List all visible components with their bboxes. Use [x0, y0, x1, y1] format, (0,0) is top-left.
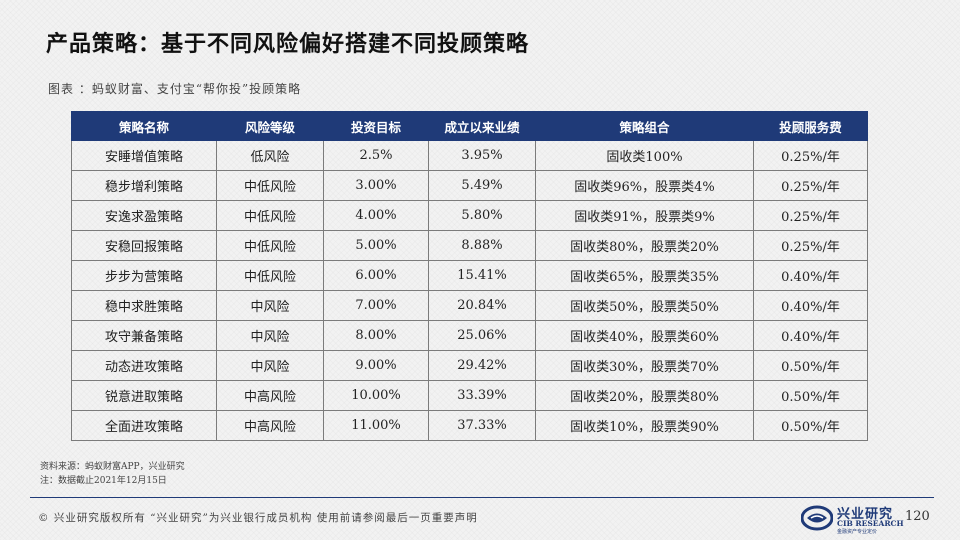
cell-performance: 3.95% — [428, 140, 536, 171]
header-fee: 投顾服务费 — [753, 111, 868, 141]
cell-fee: 0.25%/年 — [753, 230, 868, 261]
cell-strategy-name: 稳中求胜策略 — [71, 290, 217, 321]
table-header-row: 策略名称 风险等级 投资目标 成立以来业绩 策略组合 投顾服务费 — [71, 111, 868, 141]
cell-strategy-name: 安逸求盈策略 — [71, 200, 217, 231]
cell-target-return: 5.00% — [323, 230, 429, 261]
cell-target-return: 6.00% — [323, 260, 429, 291]
header-target-return: 投资目标 — [323, 111, 429, 141]
figure-caption: 图表 ：蚂蚁财富、支付宝“帮你投”投顾策略 — [48, 82, 302, 96]
cell-fee: 0.40%/年 — [753, 260, 868, 291]
cell-strategy-name: 锐意进取策略 — [71, 380, 217, 411]
cell-fee: 0.40%/年 — [753, 290, 868, 321]
cell-fee: 0.50%/年 — [753, 410, 868, 441]
strategy-table: 策略名称 风险等级 投资目标 成立以来业绩 策略组合 投顾服务费 安睡增值策略 … — [71, 111, 868, 441]
cell-allocation: 固收类100% — [535, 140, 754, 171]
cell-performance: 33.39% — [428, 380, 536, 411]
cell-target-return: 10.00% — [323, 380, 429, 411]
page-title: 产品策略：基于不同风险偏好搭建不同投顾策略 — [46, 31, 530, 57]
cell-strategy-name: 稳步增利策略 — [71, 170, 217, 201]
cell-allocation: 固收类65%，股票类35% — [535, 260, 754, 291]
cell-target-return: 4.00% — [323, 200, 429, 231]
table-row: 安逸求盈策略 中低风险 4.00% 5.80% 固收类91%，股票类9% 0.2… — [71, 200, 868, 231]
cell-risk-level: 中低风险 — [216, 230, 324, 261]
cell-target-return: 11.00% — [323, 410, 429, 441]
cell-strategy-name: 步步为营策略 — [71, 260, 217, 291]
table-row: 安稳回报策略 中低风险 5.00% 8.88% 固收类80%，股票类20% 0.… — [71, 230, 868, 261]
header-allocation: 策略组合 — [535, 111, 754, 141]
logo-sub-text: 金融资产专业定价 — [837, 529, 878, 535]
cell-allocation: 固收类10%，股票类90% — [535, 410, 754, 441]
cell-performance: 29.42% — [428, 350, 536, 381]
logo-cn-text: 兴业研究 — [837, 507, 894, 522]
cell-target-return: 2.5% — [323, 140, 429, 171]
cell-performance: 5.80% — [428, 200, 536, 231]
cell-risk-level: 中风险 — [216, 290, 324, 321]
cell-allocation: 固收类20%，股票类80% — [535, 380, 754, 411]
cib-logo-icon — [801, 505, 833, 531]
cell-performance: 20.84% — [428, 290, 536, 321]
source-note: 资料来源：蚂蚁财富APP，兴业研究 — [40, 462, 185, 472]
cell-risk-level: 中低风险 — [216, 170, 324, 201]
cell-performance: 15.41% — [428, 260, 536, 291]
cell-fee: 0.25%/年 — [753, 170, 868, 201]
cell-allocation: 固收类40%，股票类60% — [535, 320, 754, 351]
table-row: 稳步增利策略 中低风险 3.00% 5.49% 固收类96%，股票类4% 0.2… — [71, 170, 868, 201]
cell-performance: 25.06% — [428, 320, 536, 351]
cell-allocation: 固收类91%，股票类9% — [535, 200, 754, 231]
cell-performance: 37.33% — [428, 410, 536, 441]
cell-strategy-name: 攻守兼备策略 — [71, 320, 217, 351]
header-performance: 成立以来业绩 — [428, 111, 536, 141]
cell-fee: 0.50%/年 — [753, 380, 868, 411]
cell-allocation: 固收类30%，股票类70% — [535, 350, 754, 381]
footer-disclaimer: © 兴业研究版权所有 “兴业研究”为兴业银行成员机构 使用前请参阅最后一页重要声… — [38, 512, 478, 524]
notes: 资料来源：蚂蚁财富APP，兴业研究 注：数据截止2021年12月15日 — [40, 460, 185, 488]
cell-strategy-name: 安稳回报策略 — [71, 230, 217, 261]
cell-fee: 0.50%/年 — [753, 350, 868, 381]
cell-target-return: 9.00% — [323, 350, 429, 381]
cell-risk-level: 中低风险 — [216, 260, 324, 291]
table-row: 全面进攻策略 中高风险 11.00% 37.33% 固收类10%，股票类90% … — [71, 410, 868, 441]
cell-allocation: 固收类50%，股票类50% — [535, 290, 754, 321]
table-row: 攻守兼备策略 中风险 8.00% 25.06% 固收类40%，股票类60% 0.… — [71, 320, 868, 351]
cell-target-return: 8.00% — [323, 320, 429, 351]
cell-risk-level: 中风险 — [216, 350, 324, 381]
cell-fee: 0.40%/年 — [753, 320, 868, 351]
table-row: 稳中求胜策略 中风险 7.00% 20.84% 固收类50%，股票类50% 0.… — [71, 290, 868, 321]
cell-risk-level: 中风险 — [216, 320, 324, 351]
cell-performance: 5.49% — [428, 170, 536, 201]
cell-strategy-name: 全面进攻策略 — [71, 410, 217, 441]
table-row: 步步为营策略 中低风险 6.00% 15.41% 固收类65%，股票类35% 0… — [71, 260, 868, 291]
cell-fee: 0.25%/年 — [753, 140, 868, 171]
footer-divider — [30, 497, 934, 498]
cell-risk-level: 中高风险 — [216, 380, 324, 411]
cell-strategy-name: 安睡增值策略 — [71, 140, 217, 171]
cell-target-return: 7.00% — [323, 290, 429, 321]
cell-performance: 8.88% — [428, 230, 536, 261]
header-risk-level: 风险等级 — [216, 111, 324, 141]
header-strategy-name: 策略名称 — [71, 111, 217, 141]
table-row: 锐意进取策略 中高风险 10.00% 33.39% 固收类20%，股票类80% … — [71, 380, 868, 411]
cell-risk-level: 低风险 — [216, 140, 324, 171]
logo-en-text: CIB RESEARCH — [837, 519, 904, 528]
cell-strategy-name: 动态进攻策略 — [71, 350, 217, 381]
page-number: 120 — [905, 509, 930, 524]
cib-research-logo: 兴业研究 CIB RESEARCH 金融资产专业定价 — [801, 502, 904, 536]
cell-allocation: 固收类80%，股票类20% — [535, 230, 754, 261]
date-note: 注：数据截止2021年12月15日 — [40, 476, 167, 486]
cell-target-return: 3.00% — [323, 170, 429, 201]
cell-risk-level: 中高风险 — [216, 410, 324, 441]
table-row: 动态进攻策略 中风险 9.00% 29.42% 固收类30%，股票类70% 0.… — [71, 350, 868, 381]
table-row: 安睡增值策略 低风险 2.5% 3.95% 固收类100% 0.25%/年 — [71, 140, 868, 171]
cell-risk-level: 中低风险 — [216, 200, 324, 231]
cell-allocation: 固收类96%，股票类4% — [535, 170, 754, 201]
cell-fee: 0.25%/年 — [753, 200, 868, 231]
